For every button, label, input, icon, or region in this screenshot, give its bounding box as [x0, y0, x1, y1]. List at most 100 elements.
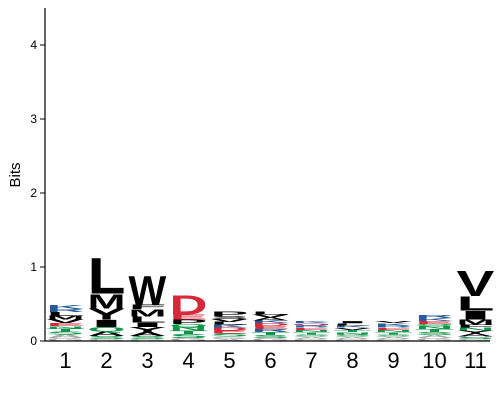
logo-letter: K: [293, 320, 331, 323]
logo-letter: K: [211, 324, 249, 329]
x-tick-label: 2: [100, 348, 112, 373]
logo-letter: D: [211, 327, 249, 332]
logo-letter: A: [457, 333, 495, 338]
logo-letter: V: [375, 320, 413, 323]
logo-letter: A: [293, 336, 331, 339]
logo-letter: A: [47, 333, 85, 339]
logo-letter: S: [211, 315, 249, 320]
logo-letter: G: [416, 337, 454, 342]
logo-letter: E: [293, 327, 331, 331]
logo-letter: N: [170, 326, 208, 332]
logo-letter: G: [293, 338, 331, 341]
logo-letter: T: [252, 331, 290, 336]
logo-letter: V: [47, 319, 85, 325]
y-tick-label: 1: [30, 260, 37, 274]
logo-letter: L: [211, 321, 249, 326]
logo-letter: S: [334, 334, 372, 338]
logo-letter: T: [375, 332, 413, 335]
logo-letter: A: [88, 330, 126, 337]
logo-letters: GASTNEVMLRKGSAQIYMLGSAYILMFWGSTNQPEDAGSE…: [47, 248, 495, 342]
logo-letter: K: [416, 317, 454, 322]
logo-letter: L: [47, 311, 85, 317]
logo-letter: M: [129, 308, 167, 320]
y-tick-label: 2: [30, 186, 37, 200]
logo-letter: V: [252, 314, 290, 319]
logo-letter: N: [457, 327, 495, 332]
logo-letter: E: [416, 320, 454, 325]
logo-letter: D: [170, 289, 208, 320]
logo-letter: V: [457, 264, 495, 304]
logo-letter: P: [211, 310, 249, 317]
logo-letter: I: [334, 320, 372, 323]
logo-letter: R: [252, 328, 290, 333]
logo-letter: V: [211, 318, 249, 323]
logo-letter: M: [88, 290, 126, 313]
logo-letter: K: [334, 325, 372, 328]
logo-letter: D: [252, 322, 290, 327]
logo-letter: G: [375, 338, 413, 341]
x-tick-label: 5: [223, 348, 235, 373]
logo-letter: S: [47, 331, 85, 336]
x-axis-ticks: 1 2 3 4 5 6 7 8 9 10 11: [59, 348, 487, 373]
logo-letter: I: [88, 318, 126, 330]
logo-letter: T: [416, 328, 454, 333]
logo-letter: L: [334, 323, 372, 326]
logo-letter: T: [334, 329, 372, 332]
logo-letter: W: [129, 267, 167, 314]
logo-letter: N: [416, 325, 454, 330]
y-axis-title: Bits: [7, 162, 24, 187]
logo-letter: R: [293, 325, 331, 328]
x-tick-label: 11: [464, 348, 487, 373]
logo-letter: I: [457, 308, 495, 322]
logo-letter: K: [252, 319, 290, 324]
logo-letter: E: [252, 325, 290, 330]
logo-letter: T: [293, 332, 331, 335]
logo-letter: G: [211, 336, 249, 339]
logo-letter: V: [334, 327, 372, 330]
logo-letter: G: [334, 338, 372, 341]
logo-letter: A: [375, 336, 413, 339]
logo-letter: K: [47, 305, 85, 311]
logo-letter: L: [129, 315, 167, 324]
logo-letter: G: [129, 338, 167, 341]
logo-letter: Y: [457, 330, 495, 335]
logo-letter: G: [88, 338, 126, 341]
logo-letter: S: [416, 331, 454, 336]
logo-letter: A: [211, 338, 249, 341]
logo-letter: Y: [129, 326, 167, 334]
logo-letter: A: [416, 334, 454, 339]
logo-letter: A: [252, 317, 290, 322]
logo-letter: R: [375, 325, 413, 328]
logo-letter: E: [211, 330, 249, 335]
x-tick-label: 4: [182, 348, 194, 373]
logo-letter: E: [170, 313, 208, 321]
x-tick-label: 9: [387, 348, 399, 373]
logo-letter: G: [170, 337, 208, 342]
x-tick-label: 7: [305, 348, 317, 373]
logo-letter: T: [47, 328, 85, 333]
x-tick-label: 3: [141, 348, 153, 373]
logo-letter: L: [457, 292, 495, 315]
x-tick-label: 8: [346, 348, 358, 373]
logo-letter: K: [375, 323, 413, 326]
logo-letter: S: [88, 335, 126, 340]
x-tick-label: 1: [59, 348, 71, 373]
logo-letter: N: [293, 329, 331, 332]
logo-letter: E: [375, 327, 413, 331]
logo-letter: N: [375, 329, 413, 332]
logo-letter: S: [252, 334, 290, 339]
logo-letter: R: [47, 308, 85, 313]
logo-letter: F: [457, 324, 495, 329]
logo-letter: Q: [293, 323, 331, 326]
logo-letter: Q: [88, 326, 126, 333]
logo-letter: M: [47, 315, 85, 321]
logo-letter: S: [170, 333, 208, 339]
